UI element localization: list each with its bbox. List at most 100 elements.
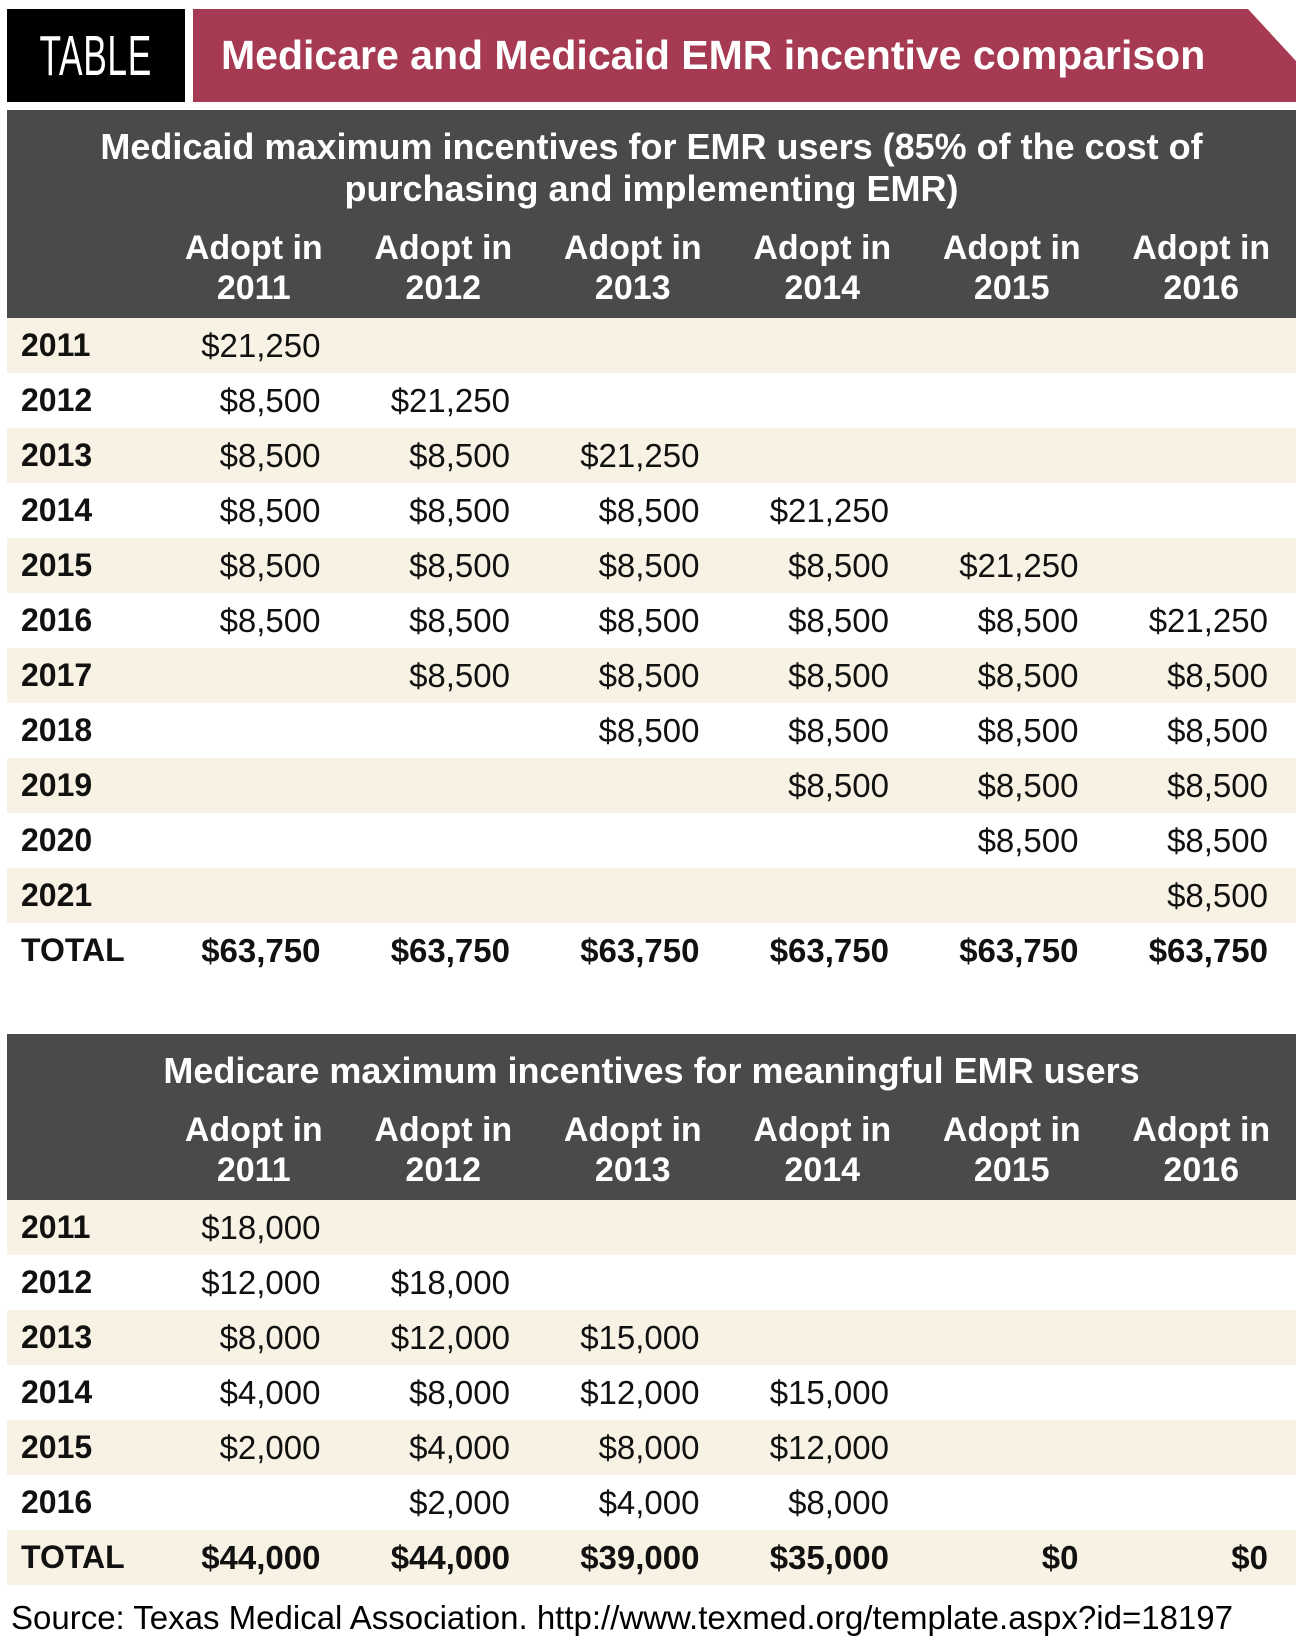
table-row: 2012 $12,000 $18,000: [7, 1255, 1296, 1310]
column-header: Adopt in 2015: [942, 229, 1081, 307]
value-cell: $8,000: [788, 1483, 889, 1521]
year-cell: 2012: [21, 1264, 93, 1300]
value-cell: $8,500: [977, 711, 1079, 749]
year-cell: 2012: [21, 382, 93, 418]
value-cell: $8,500: [598, 656, 700, 694]
year-cell: 2015: [21, 547, 93, 583]
value-cell: $8,500: [219, 601, 321, 639]
value-cell: $8,500: [788, 656, 889, 694]
value-cell: $8,500: [219, 381, 321, 419]
value-cell: $8,500: [409, 436, 510, 474]
value-cell: $15,000: [769, 1373, 889, 1411]
value-cell: $8,500: [977, 821, 1079, 859]
table-row: 2017 $8,500 $8,500 $8,500 $8,500 $8,500: [7, 648, 1296, 703]
table-row: 2016 $2,000 $4,000 $8,000: [7, 1475, 1296, 1530]
value-cell: $44,000: [201, 1538, 321, 1576]
value-cell: $12,000: [580, 1373, 700, 1411]
total-row: TOTAL $63,750 $63,750 $63,750 $63,750 $6…: [7, 923, 1296, 978]
value-cell: $44,000: [390, 1538, 510, 1576]
column-header: Adopt in 2014: [753, 1111, 892, 1189]
value-cell: $18,000: [201, 1208, 321, 1246]
spacer-cell: [7, 228, 159, 308]
value-cell: $63,750: [769, 931, 889, 969]
column-header: Adopt in 2013: [563, 1111, 702, 1189]
value-cell: $8,500: [598, 601, 700, 639]
year-cell: 2020: [21, 822, 93, 858]
medicare-table-body: 2011 $18,000 2012 $12,000 $18,000 2013 $…: [7, 1200, 1296, 1585]
table-row: 2014 $4,000 $8,000 $12,000 $15,000: [7, 1365, 1296, 1420]
table-row: 2021 $8,500: [7, 868, 1296, 923]
value-cell: $2,000: [409, 1483, 510, 1521]
value-cell: $0: [1041, 1538, 1079, 1576]
column-header: Adopt in 2013: [563, 229, 702, 307]
medicare-column-headers: Adopt in 2011 Adopt in 2012 Adopt in 201…: [7, 1110, 1296, 1190]
year-cell: 2016: [21, 602, 93, 638]
value-cell: $8,500: [1167, 876, 1268, 914]
table-row: 2014 $8,500 $8,500 $8,500 $21,250: [7, 483, 1296, 538]
value-cell: $8,500: [598, 711, 700, 749]
value-cell: $21,250: [769, 491, 889, 529]
column-header: Adopt in 2011: [184, 229, 323, 307]
value-cell: $8,500: [788, 766, 889, 804]
year-cell: 2016: [21, 1484, 93, 1520]
year-cell: 2015: [21, 1429, 93, 1465]
value-cell: $0: [1231, 1538, 1268, 1576]
value-cell: $8,500: [788, 601, 889, 639]
table-row: 2019 $8,500 $8,500 $8,500: [7, 758, 1296, 813]
year-cell: 2013: [21, 437, 93, 473]
value-cell: $8,500: [1167, 766, 1268, 804]
value-cell: $8,500: [788, 546, 889, 584]
value-cell: $63,750: [580, 931, 700, 969]
value-cell: $8,500: [409, 491, 510, 529]
value-cell: $8,500: [219, 546, 321, 584]
value-cell: $12,000: [390, 1318, 510, 1356]
value-cell: $12,000: [201, 1263, 321, 1301]
source-line: Source: Texas Medical Association. http:…: [11, 1599, 1233, 1636]
value-cell: $63,750: [390, 931, 510, 969]
value-cell: $8,500: [598, 546, 700, 584]
table-row: 2016 $8,500 $8,500 $8,500 $8,500 $8,500 …: [7, 593, 1296, 648]
value-cell: $8,500: [977, 601, 1079, 639]
value-cell: $18,000: [390, 1263, 510, 1301]
table-row: 2011 $21,250: [7, 318, 1296, 373]
total-row: TOTAL $44,000 $44,000 $39,000 $35,000 $0…: [7, 1530, 1296, 1585]
year-cell: 2011: [21, 1209, 91, 1245]
value-cell: $2,000: [219, 1428, 321, 1466]
page-header: TABLE Medicare and Medicaid EMR incentiv…: [7, 9, 1296, 102]
column-header: Adopt in 2011: [184, 1111, 323, 1189]
value-cell: $8,500: [409, 546, 510, 584]
value-cell: $63,750: [1148, 931, 1268, 969]
table-row: 2012 $8,500 $21,250: [7, 373, 1296, 428]
medicaid-column-headers: Adopt in 2011 Adopt in 2012 Adopt in 201…: [7, 228, 1296, 308]
value-cell: $21,250: [580, 436, 700, 474]
table-row: 2018 $8,500 $8,500 $8,500 $8,500: [7, 703, 1296, 758]
value-cell: $8,000: [598, 1428, 700, 1466]
table-row: 2020 $8,500 $8,500: [7, 813, 1296, 868]
value-cell: $63,750: [959, 931, 1079, 969]
value-cell: $63,750: [201, 931, 321, 969]
section-gap: [7, 978, 1296, 1034]
value-cell: $12,000: [769, 1428, 889, 1466]
year-cell: 2014: [21, 492, 93, 528]
value-cell: $8,500: [788, 711, 889, 749]
year-cell: 2018: [21, 712, 93, 748]
banner: Medicare and Medicaid EMR incentive comp…: [193, 9, 1296, 102]
year-cell: 2017: [21, 657, 93, 693]
value-cell: $8,500: [977, 766, 1079, 804]
total-cell: TOTAL: [21, 932, 125, 968]
column-header: Adopt in 2012: [374, 229, 513, 307]
year-cell: 2011: [21, 327, 91, 363]
medicaid-table-title: Medicaid maximum incentives for EMR user…: [100, 126, 1203, 209]
value-cell: $8,500: [977, 656, 1079, 694]
value-cell: $4,000: [598, 1483, 700, 1521]
value-cell: $8,500: [1167, 656, 1268, 694]
column-header: Adopt in 2016: [1132, 229, 1271, 307]
medicare-table-header: Medicare maximum incentives for meaningf…: [7, 1034, 1296, 1200]
value-cell: $8,000: [409, 1373, 510, 1411]
value-cell: $8,500: [409, 601, 510, 639]
medicaid-table: Medicaid maximum incentives for EMR user…: [7, 110, 1296, 978]
year-cell: 2019: [21, 767, 93, 803]
total-cell: TOTAL: [21, 1539, 125, 1575]
value-cell: $8,500: [1167, 711, 1268, 749]
